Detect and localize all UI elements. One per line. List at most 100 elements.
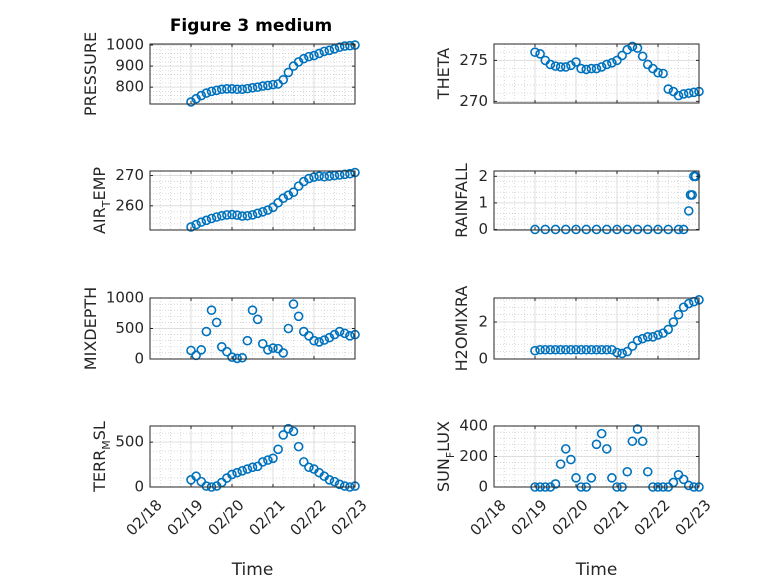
data-point	[591, 344, 602, 355]
data-point	[304, 51, 314, 62]
y-axis-label: AIRTEMP	[90, 167, 113, 234]
data-point	[540, 224, 551, 235]
data-point	[689, 87, 699, 98]
x-tick-label: 02/21	[245, 496, 288, 539]
data-point	[530, 47, 540, 57]
data-point	[566, 344, 576, 355]
y-tick-label: 800	[115, 78, 144, 96]
data-point	[617, 348, 627, 359]
data-point	[545, 59, 556, 70]
data-point	[560, 62, 571, 72]
data-point	[535, 344, 545, 355]
data-point	[627, 341, 638, 351]
x-tick-label: 02/19	[163, 496, 206, 539]
data-point	[222, 210, 232, 220]
subplot-pressure: 800 900 1000 PRESSURE	[81, 32, 360, 116]
data-point	[648, 332, 658, 342]
x-tick-label: 02/20	[204, 496, 247, 539]
data-point	[304, 331, 314, 341]
y-axis-label: MIXDEPTH	[81, 287, 100, 370]
axes-box	[493, 297, 700, 360]
y-tick-label: 900	[115, 57, 144, 75]
data-point	[560, 344, 571, 355]
data-point	[206, 305, 217, 316]
data-point	[201, 88, 212, 98]
x-tick-label: 02/20	[548, 496, 591, 539]
data-point	[530, 224, 540, 235]
data-point	[329, 476, 340, 487]
data-point	[601, 224, 612, 235]
data-point	[601, 444, 612, 454]
data-point	[206, 213, 217, 224]
y-tick-label: 500	[115, 319, 144, 337]
x-tick-label: 02/19	[507, 496, 550, 539]
x-tick-label: 02/21	[589, 496, 632, 539]
data-point	[329, 44, 340, 54]
data-point	[288, 426, 299, 437]
data-point	[324, 475, 335, 485]
data-point	[237, 211, 248, 221]
data-point	[263, 80, 273, 91]
data-point	[560, 444, 571, 454]
data-point	[566, 454, 576, 465]
data-point	[227, 469, 237, 480]
data-point	[637, 436, 648, 447]
data-point	[581, 344, 592, 355]
data-point	[683, 298, 694, 309]
data-point	[545, 344, 556, 355]
data-point	[601, 344, 612, 355]
data-point	[304, 462, 314, 473]
data-point	[658, 68, 668, 79]
axes-box	[149, 170, 356, 231]
data-point	[530, 345, 540, 356]
subplot-h2omixra: 0 2 H2OMIXRA	[452, 286, 704, 371]
subplot-terr_msl: 02/1802/1902/2002/2102/2202/230500TERRMS…	[90, 421, 371, 580]
data-point	[237, 84, 248, 95]
data-point	[252, 208, 263, 219]
data-point	[555, 62, 566, 72]
data-point	[232, 353, 242, 364]
data-point	[571, 473, 581, 483]
subplot-rainfall: 0 1 2 RAINFALL	[452, 163, 701, 238]
data-point	[607, 344, 617, 355]
data-point	[571, 57, 581, 67]
data-point	[690, 171, 701, 182]
data-point	[632, 224, 643, 235]
data-point	[216, 210, 227, 221]
data-point	[222, 84, 232, 94]
data-point	[283, 190, 294, 201]
data-point	[232, 467, 242, 478]
y-label-main: SUN	[434, 458, 453, 492]
data-point	[668, 477, 679, 488]
data-point	[642, 224, 653, 235]
data-point	[581, 64, 592, 75]
plot-area	[494, 44, 699, 103]
data-point	[283, 323, 294, 334]
y-tick-label: 0	[134, 478, 144, 496]
data-point	[334, 479, 345, 490]
data-point	[678, 474, 689, 485]
data-point	[673, 90, 684, 101]
data-point	[329, 329, 340, 340]
data-point	[627, 436, 638, 447]
data-point	[678, 89, 689, 99]
x-tick-label: 02/22	[630, 496, 673, 539]
y-tick-label: 270	[459, 92, 488, 110]
data-point	[576, 344, 586, 355]
data-point	[247, 462, 258, 473]
data-point	[324, 332, 335, 343]
subplot-mixdepth: 0 500 1000 MIXDEPTH	[81, 287, 360, 370]
data-point	[642, 466, 653, 477]
data-point	[298, 457, 309, 467]
y-tick-label: 1000	[106, 36, 144, 54]
data-point	[257, 338, 268, 349]
subplot-theta: 270 275 THETA	[434, 41, 704, 110]
data-point	[632, 335, 643, 346]
data-point	[252, 82, 263, 92]
subplot-sun_flux: 02/1802/1902/2002/2102/2202/230200400SUN…	[434, 417, 715, 581]
minor-grid	[149, 426, 356, 488]
axes-box	[149, 43, 356, 105]
data-point	[622, 346, 633, 357]
